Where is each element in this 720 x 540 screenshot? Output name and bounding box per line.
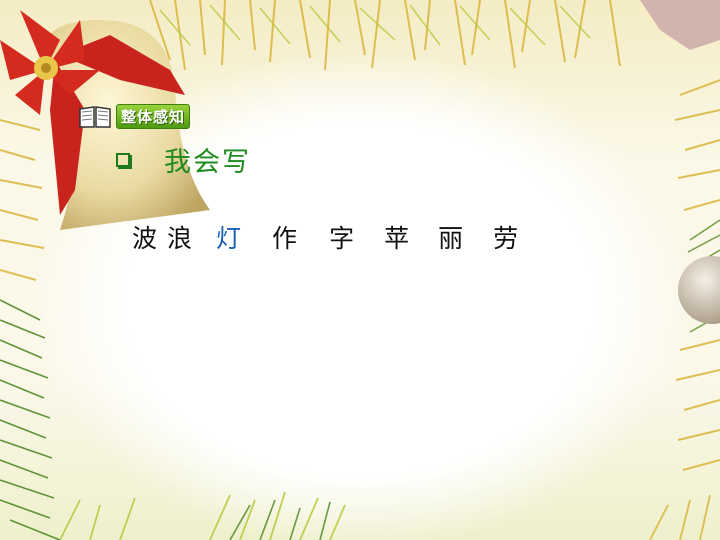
section-badge-label: 整体感知 <box>116 104 191 129</box>
character-item: 作 <box>272 224 298 253</box>
character-item: 浪 <box>167 224 193 253</box>
character-item: 波 <box>132 224 158 253</box>
character-item: 丽 <box>438 224 464 253</box>
character-item: 劳 <box>493 224 519 253</box>
character-item: 字 <box>329 224 355 253</box>
heading-title: 我会写 <box>164 147 251 178</box>
character-item: 苹 <box>384 224 410 253</box>
heading-row: 我会写 <box>116 140 251 179</box>
open-book-icon <box>79 105 111 128</box>
character-item-highlighted: 灯 <box>216 224 242 253</box>
checkbox-bullet-icon <box>116 152 130 167</box>
section-badge: 整体感知 <box>78 104 191 129</box>
character-list: 波 浪 灯 作 字 苹 丽 劳 <box>132 219 518 255</box>
